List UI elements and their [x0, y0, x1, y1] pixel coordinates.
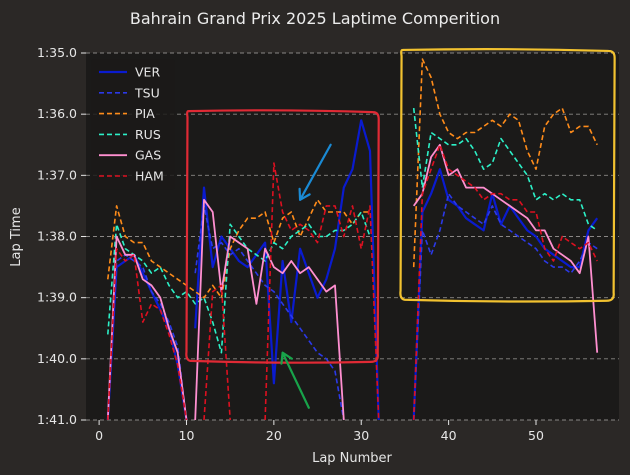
series-line-pia [412, 58, 598, 268]
legend-label-pia: PIA [135, 106, 155, 121]
x-tick-label: 40 [441, 428, 457, 443]
legend-label-ver: VER [135, 65, 160, 80]
legend-label-rus: RUS [135, 127, 161, 142]
y-tick-label: 1:39.0 [37, 290, 77, 305]
legend-label-tsu: TSU [134, 85, 160, 100]
y-axis-label: Lap Time [9, 207, 24, 266]
series-line-pia [107, 199, 370, 299]
y-axis: 1:35.0 1:36.0 1:37.0 1:38.0 1:39.0 1:40.0 1:41… [37, 45, 86, 427]
series-line-gas [106, 235, 188, 420]
series-line-gas [194, 198, 345, 420]
series-line-tsu [412, 192, 598, 420]
series-line-rus [107, 211, 371, 354]
highlight-arrow-2 [298, 143, 332, 201]
legend-box [91, 59, 175, 190]
series-gas [106, 143, 599, 420]
series-line-gas [412, 143, 599, 353]
series-line-tsu [107, 254, 188, 420]
series-line-ham [107, 247, 188, 420]
highlight-box-1 [399, 48, 616, 303]
chart-title: Bahrain Grand Prix 2025 Laptime Comperit… [130, 9, 500, 28]
x-tick-label: 30 [353, 428, 369, 443]
series-line-ham [412, 144, 598, 420]
highlight-box-0 [185, 109, 380, 364]
series-line-ham [203, 284, 231, 420]
x-tick-label: 20 [266, 428, 282, 443]
series-line-rus [412, 108, 598, 232]
y-tick-label: 1:36.0 [37, 106, 77, 121]
legend: VER TSU PIA RUS GAS HAM [91, 59, 175, 190]
y-tick-label: 1:38.0 [37, 229, 77, 244]
series-rus [107, 108, 598, 354]
series-ham [107, 144, 598, 420]
annotations [185, 48, 616, 409]
legend-label-gas: GAS [135, 148, 161, 163]
x-axis-label: Lap Number [312, 451, 392, 466]
series-line-ver [412, 168, 599, 420]
y-tick-label: 1:35.0 [37, 45, 77, 60]
x-tick-label: 0 [95, 428, 103, 443]
y-tick-label: 1:41.0 [37, 412, 77, 427]
series-pia [107, 58, 598, 299]
x-axis: 0 10 20 30 40 50 [95, 420, 544, 443]
gridlines [86, 52, 619, 421]
series-layer [106, 58, 599, 420]
series-tsu [107, 192, 598, 420]
highlight-arrow-3 [280, 351, 310, 409]
y-tick-label: 1:37.0 [37, 167, 77, 182]
legend-label-ham: HAM [135, 169, 164, 184]
series-line-tsu [194, 205, 345, 420]
series-line-ver [194, 119, 380, 420]
x-tick-label: 10 [179, 428, 195, 443]
x-tick-label: 50 [528, 428, 544, 443]
y-tick-label: 1:40.0 [37, 351, 77, 366]
